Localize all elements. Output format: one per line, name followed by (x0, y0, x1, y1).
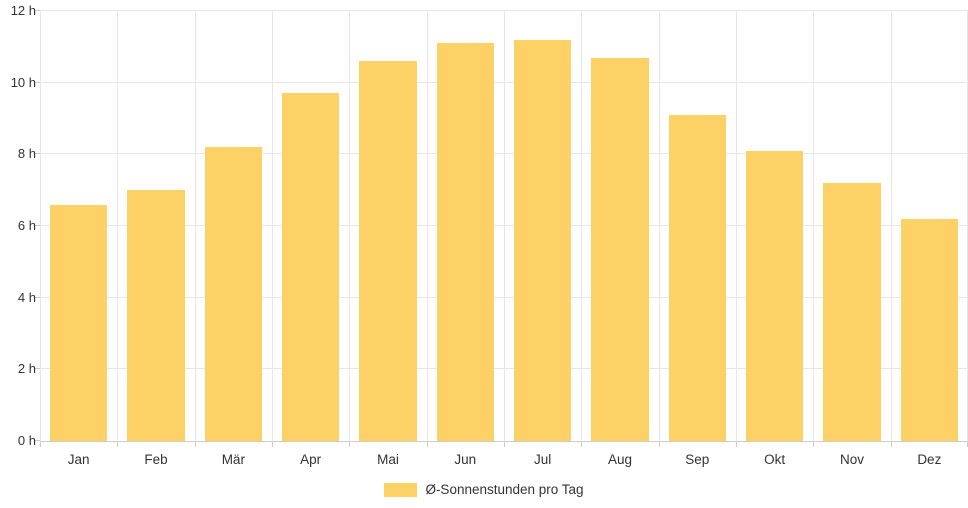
x-axis-tick-label: Nov (839, 452, 864, 467)
y-axis-tick-label: 6 h (17, 218, 36, 233)
v-gridline (40, 11, 41, 441)
bar-aug[interactable] (591, 58, 649, 441)
bar-jan[interactable] (49, 205, 108, 441)
x-axis-tick (890, 441, 892, 447)
y-axis-tick-label: 10 h (10, 74, 36, 90)
bar-mai[interactable] (359, 61, 417, 441)
legend-swatch (384, 483, 418, 497)
x-axis-tick (194, 441, 196, 447)
y-axis-tick (34, 225, 40, 226)
v-gridline (349, 11, 351, 441)
y-axis-tick-label: 8 h (17, 146, 36, 162)
legend-label: Ø-Sonnenstunden pro Tag (425, 482, 584, 497)
y-axis-tick (34, 440, 40, 441)
x-axis-tick-label: Mär (221, 452, 245, 467)
bar-nov[interactable] (823, 183, 881, 441)
x-axis-tick (581, 441, 583, 447)
x-axis-tick-label: Mai (377, 452, 399, 467)
x-axis-tick-label: Jul (534, 452, 552, 467)
x-axis-tick (813, 441, 815, 447)
x-axis-tick-label: Feb (144, 452, 168, 467)
x-axis-tick (504, 441, 505, 447)
x-axis-tick (658, 441, 660, 447)
x-axis-tick (40, 441, 41, 447)
legend[interactable]: Ø-Sonnenstunden pro Tag (0, 481, 968, 499)
v-gridline (581, 11, 583, 441)
y-axis-tick (34, 153, 40, 155)
y-axis-tick (34, 296, 40, 298)
y-axis-tick-label: 12 h (10, 3, 36, 18)
x-axis-tick (736, 441, 737, 447)
h-gridline (40, 10, 968, 11)
v-gridline (117, 11, 119, 441)
bar-mär[interactable] (204, 147, 263, 441)
y-axis-tick-label: 2 h (17, 361, 36, 377)
v-gridline (272, 11, 273, 441)
bar-jun[interactable] (436, 43, 495, 441)
x-axis-tick-label: Sep (685, 452, 710, 467)
y-axis-tick-label: 0 h (17, 433, 36, 448)
x-axis-tick-label: Okt (764, 452, 786, 467)
bar-jul[interactable] (513, 40, 572, 441)
bar-feb[interactable] (127, 190, 185, 441)
y-axis-tick (34, 81, 40, 83)
v-gridline (813, 11, 815, 441)
y-axis-tick (34, 368, 40, 370)
v-gridline (890, 11, 892, 441)
bar-dez[interactable] (900, 219, 959, 441)
v-gridline (736, 11, 737, 441)
y-axis-tick (34, 10, 40, 11)
x-axis-tick-label: Apr (300, 452, 322, 467)
x-axis-tick (426, 441, 428, 447)
v-gridline (504, 11, 505, 441)
bar-apr[interactable] (281, 93, 340, 441)
v-gridline (658, 11, 660, 441)
x-axis-tick-label: Jan (67, 452, 90, 467)
x-axis-tick-label: Aug (607, 452, 632, 467)
bar-sep[interactable] (668, 115, 727, 441)
x-axis-tick-label: Dez (917, 452, 942, 467)
y-axis-tick-label: 4 h (17, 289, 36, 305)
bar-okt[interactable] (745, 151, 804, 441)
x-axis-tick (117, 441, 119, 447)
v-gridline (194, 11, 196, 441)
x-axis-tick (349, 441, 351, 447)
x-axis-tick-label: Jun (454, 452, 477, 467)
v-gridline (426, 11, 428, 441)
x-axis-tick (272, 441, 273, 447)
